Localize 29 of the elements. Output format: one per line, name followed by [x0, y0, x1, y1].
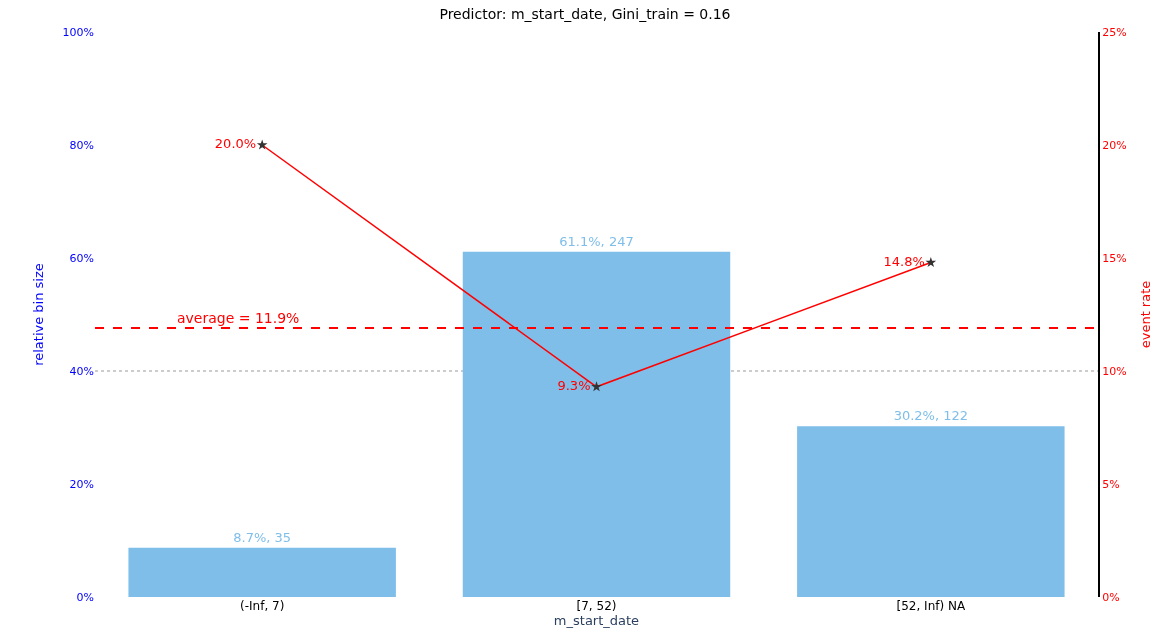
y-tick-label: 40% [69, 364, 94, 378]
data-label: 20.0% [214, 136, 257, 152]
bar [797, 426, 1065, 597]
data-label: 30.2%, 122 [893, 408, 969, 424]
data-label: 9.3% [557, 378, 591, 394]
y-axis-title: relative bin size [31, 263, 47, 366]
y-tick-label: 100% [62, 25, 94, 39]
data-label: 61.1%, 247 [559, 233, 634, 249]
y-tick-label: 80% [69, 138, 94, 152]
x-axis-title: m_start_date [553, 613, 640, 628]
x-tick-label: [7, 52) [576, 599, 617, 613]
y2-tick-label: 10% [1102, 364, 1127, 378]
chart-title: Predictor: m_start_date, Gini_train = 0.16 [439, 6, 731, 23]
y-tick-label: 60% [69, 251, 94, 265]
x-tick-label: (-Inf, 7) [240, 599, 285, 613]
ref-line-label: average = 11.9% [177, 310, 300, 326]
bar [128, 547, 396, 597]
y2-tick-label: 5% [1102, 477, 1120, 491]
y2-tick-label: 15% [1102, 251, 1127, 265]
y2-tick-label: 0% [1102, 590, 1120, 604]
y2-tick-label: 20% [1102, 138, 1127, 152]
y2-axis-title: event rate [1137, 280, 1153, 349]
y2-tick-label: 25% [1102, 25, 1127, 39]
x-tick-label: [52, Inf) NA [896, 599, 966, 613]
bar [462, 251, 731, 597]
data-label: 14.8% [883, 253, 925, 269]
data-label: 8.7%, 35 [233, 529, 292, 545]
y-tick-label: 0% [76, 590, 94, 604]
y-tick-label: 20% [69, 477, 94, 491]
